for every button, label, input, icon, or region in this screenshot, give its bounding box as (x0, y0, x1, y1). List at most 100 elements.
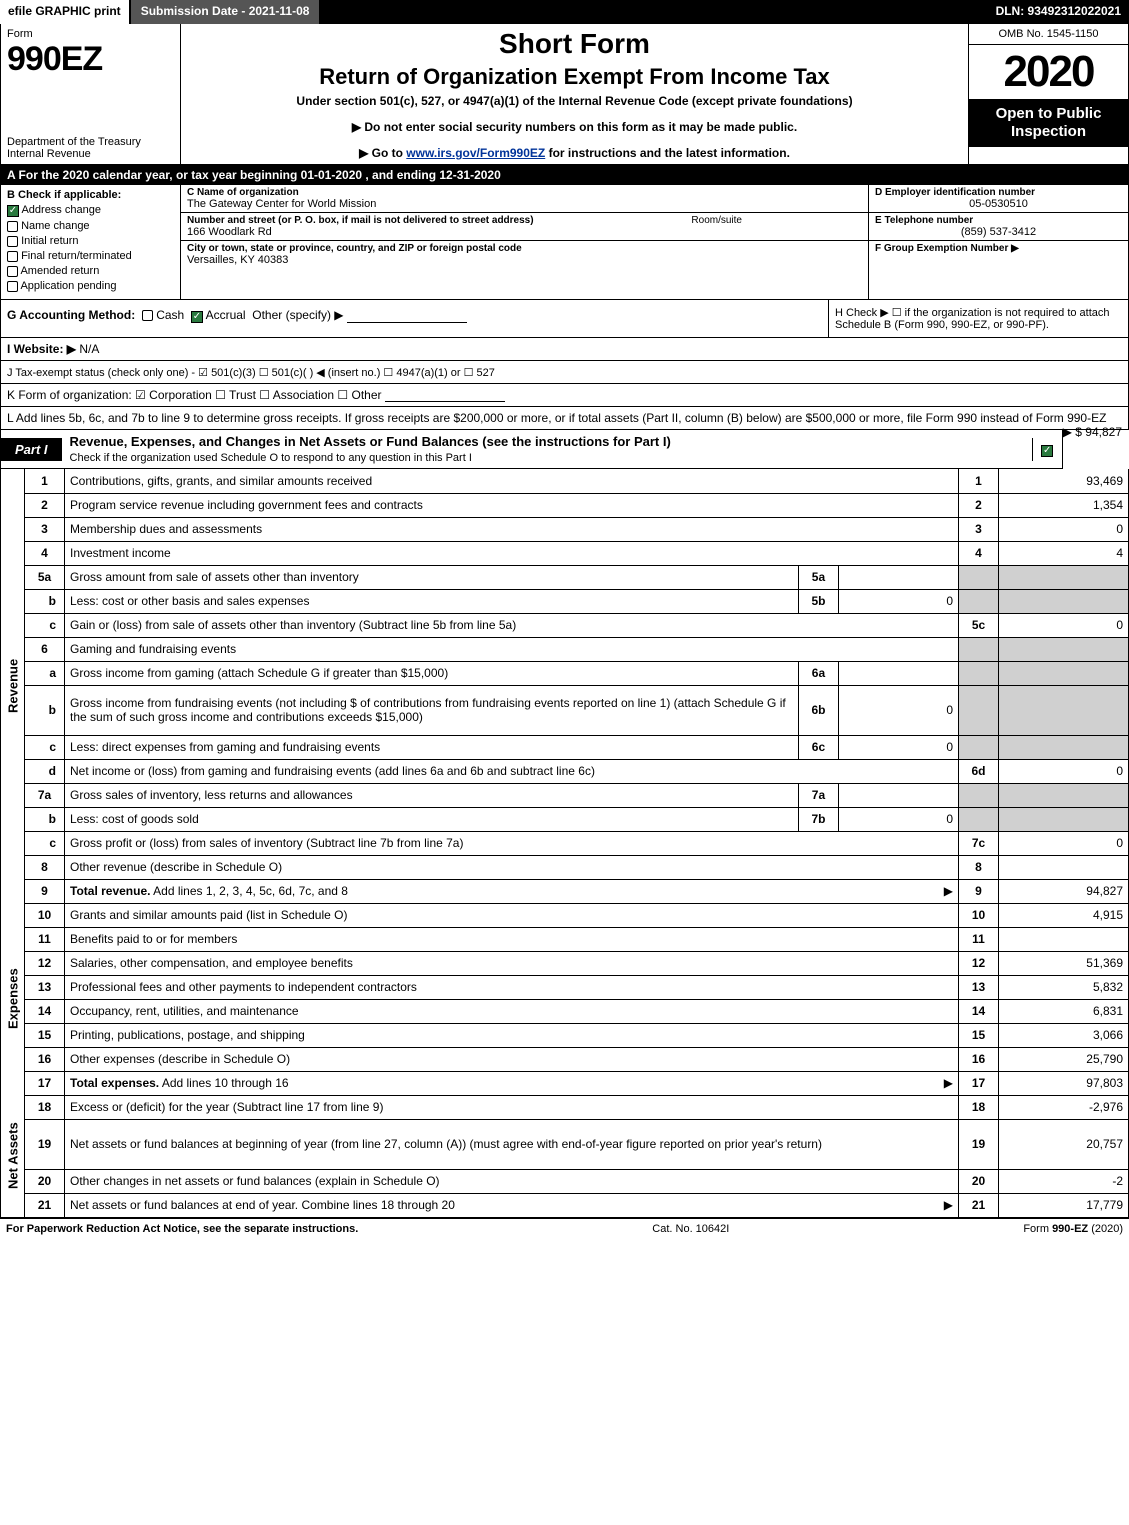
table-row: 9Total revenue. Add lines 1, 2, 3, 4, 5c… (1, 879, 1129, 903)
line-number: 19 (25, 1119, 65, 1169)
subtitle-text: Under section 501(c), 527, or 4947(a)(1)… (189, 94, 960, 108)
header-left: Form 990EZ Department of the Treasury In… (1, 24, 181, 164)
result-line-number: 8 (959, 855, 999, 879)
part1-subtitle: Check if the organization used Schedule … (70, 452, 472, 464)
phone-value: (859) 537-3412 (875, 226, 1122, 238)
line-description: Grants and similar amounts paid (list in… (65, 903, 959, 927)
check-final-return[interactable]: Final return/terminated (7, 250, 174, 262)
form-header: Form 990EZ Department of the Treasury In… (0, 24, 1129, 165)
b-label: B Check if applicable: (7, 189, 174, 201)
result-line-number: 9 (959, 879, 999, 903)
tax-exempt-status-row: J Tax-exempt status (check only one) - ☑… (0, 361, 1129, 384)
check-pending[interactable]: Application pending (7, 280, 174, 292)
line-number: c (25, 735, 65, 759)
grey-cell (959, 807, 999, 831)
result-line-number: 7c (959, 831, 999, 855)
top-bar: efile GRAPHIC print Submission Date - 20… (0, 0, 1129, 24)
line-l-arrow: ▶ $ (1063, 425, 1082, 439)
other-specify-line[interactable] (347, 311, 467, 323)
table-row: 4Investment income44 (1, 541, 1129, 565)
mid-value: 0 (838, 685, 958, 735)
line-description: Total revenue. Add lines 1, 2, 3, 4, 5c,… (65, 879, 959, 903)
line-number: 12 (25, 951, 65, 975)
line-description: Gross sales of inventory, less returns a… (65, 783, 799, 807)
open-to-public: Open to Public Inspection (969, 99, 1128, 147)
irs-link[interactable]: www.irs.gov/Form990EZ (406, 146, 545, 160)
city-row: City or town, state or province, country… (181, 241, 868, 299)
form-label: Form (7, 28, 174, 40)
line-description: Less: cost or other basis and sales expe… (65, 589, 799, 613)
line-number: b (25, 807, 65, 831)
ein-row: D Employer identification number 05-0530… (869, 185, 1128, 213)
grey-cell (959, 565, 999, 589)
accounting-method-row: G Accounting Method: Cash ✓ Accrual Othe… (0, 300, 1129, 338)
result-line-number: 4 (959, 541, 999, 565)
part1-check-o[interactable]: ✓ (1032, 438, 1062, 461)
line-l-value: 94,827 (1085, 425, 1122, 439)
grey-cell (959, 661, 999, 685)
check-name-change[interactable]: Name change (7, 220, 174, 232)
mid-line-number: 6a (798, 661, 838, 685)
line-number: b (25, 685, 65, 735)
page-footer: For Paperwork Reduction Act Notice, see … (0, 1218, 1129, 1239)
other-org-line[interactable] (385, 390, 505, 402)
result-value: -2 (999, 1169, 1129, 1193)
org-name-value: The Gateway Center for World Mission (187, 198, 376, 210)
line-description: Gross income from gaming (attach Schedul… (65, 661, 799, 685)
submission-date-label: Submission Date - 2021-11-08 (129, 0, 322, 24)
part1-header: Part I Revenue, Expenses, and Changes in… (0, 430, 1063, 469)
note-ssn: ▶ Do not enter social security numbers o… (189, 120, 960, 134)
line-description: Net income or (loss) from gaming and fun… (65, 759, 959, 783)
line-description: Less: cost of goods sold (65, 807, 799, 831)
table-row: 15Printing, publications, postage, and s… (1, 1023, 1129, 1047)
line-number: 13 (25, 975, 65, 999)
result-line-number: 2 (959, 493, 999, 517)
form-number: 990EZ (7, 40, 174, 79)
line-description: Less: direct expenses from gaming and fu… (65, 735, 799, 759)
result-line-number: 1 (959, 469, 999, 493)
line-number: 18 (25, 1095, 65, 1119)
line-number: a (25, 661, 65, 685)
line-a-tax-year: A For the 2020 calendar year, or tax yea… (0, 165, 1129, 185)
check-accrual[interactable]: ✓ (191, 311, 203, 323)
check-amended[interactable]: Amended return (7, 265, 174, 277)
sidebar-expenses: Expenses (1, 903, 25, 1095)
line-description: Occupancy, rent, utilities, and maintena… (65, 999, 959, 1023)
line-description: Total expenses. Add lines 10 through 16 … (65, 1071, 959, 1095)
table-row: 2Program service revenue including gover… (1, 493, 1129, 517)
grey-cell (999, 565, 1129, 589)
result-line-number: 16 (959, 1047, 999, 1071)
grey-cell (959, 783, 999, 807)
city-label: City or town, state or province, country… (187, 243, 522, 254)
table-row: cLess: direct expenses from gaming and f… (1, 735, 1129, 759)
efile-print-label[interactable]: efile GRAPHIC print (0, 0, 129, 24)
result-line-number: 21 (959, 1193, 999, 1217)
result-value (999, 855, 1129, 879)
line-number: 9 (25, 879, 65, 903)
gross-receipts-row: L Add lines 5b, 6c, and 7b to line 9 to … (0, 407, 1129, 430)
result-value: 97,803 (999, 1071, 1129, 1095)
result-value: 6,831 (999, 999, 1129, 1023)
city-value: Versailles, KY 40383 (187, 254, 522, 266)
line-description: Excess or (deficit) for the year (Subtra… (65, 1095, 959, 1119)
check-initial-return[interactable]: Initial return (7, 235, 174, 247)
table-row: 6Gaming and fundraising events (1, 637, 1129, 661)
sidebar-revenue: Revenue (1, 469, 25, 903)
check-cash[interactable] (142, 310, 153, 321)
footer-left: For Paperwork Reduction Act Notice, see … (6, 1223, 358, 1235)
part1-label: Part I (1, 438, 62, 461)
footer-cat-no: Cat. No. 10642I (358, 1223, 1023, 1235)
table-row: 7aGross sales of inventory, less returns… (1, 783, 1129, 807)
mid-line-number: 5b (798, 589, 838, 613)
result-line-number: 20 (959, 1169, 999, 1193)
mid-line-number: 7b (798, 807, 838, 831)
check-address-change[interactable]: ✓ Address change (7, 204, 174, 217)
result-line-number: 6d (959, 759, 999, 783)
table-row: 8Other revenue (describe in Schedule O)8 (1, 855, 1129, 879)
table-row: 5aGross amount from sale of assets other… (1, 565, 1129, 589)
table-row: 20Other changes in net assets or fund ba… (1, 1169, 1129, 1193)
line-number: 3 (25, 517, 65, 541)
table-row: 16Other expenses (describe in Schedule O… (1, 1047, 1129, 1071)
table-row: 11Benefits paid to or for members11 (1, 927, 1129, 951)
line-number: 20 (25, 1169, 65, 1193)
